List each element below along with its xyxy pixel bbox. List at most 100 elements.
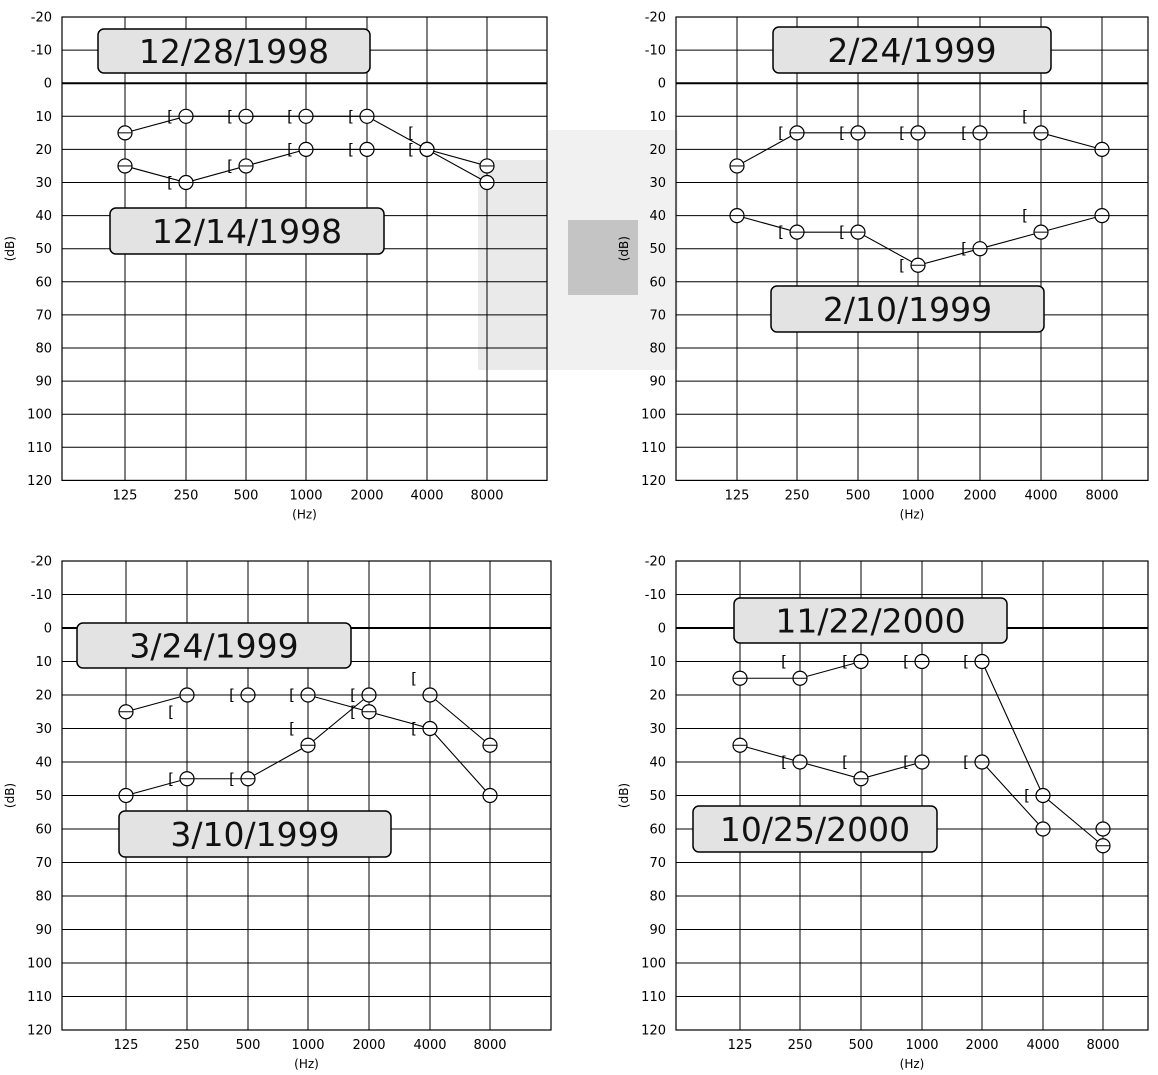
bone-conduction-mark: [: [903, 653, 909, 671]
bone-conduction-mark: [: [168, 770, 174, 788]
y-tick-label: 40: [35, 756, 52, 771]
y-tick-label: 40: [649, 209, 666, 224]
y-tick-label: 0: [44, 77, 52, 92]
y-tick-label: 30: [35, 722, 52, 737]
y-tick-label: 90: [649, 923, 666, 938]
x-tick-label: 500: [849, 1038, 874, 1053]
y-tick-label: 100: [27, 957, 52, 972]
y-tick-label: 40: [35, 209, 52, 224]
series-2: [[[[[: [118, 669, 498, 804]
bone-conduction-mark: [: [229, 686, 235, 704]
y-tick-label: 10: [649, 655, 666, 670]
date-label-text: 10/25/2000: [720, 810, 910, 849]
bone-conduction-mark: [: [348, 140, 354, 158]
bone-conduction-mark: [: [167, 107, 173, 125]
x-tick-label: 125: [725, 488, 750, 503]
date-label-frame: [97, 28, 371, 74]
date-label-frame: [109, 207, 385, 255]
series-2: [[[[[: [117, 140, 495, 192]
y-tick-label: -20: [31, 555, 52, 570]
series-1: [[[[[: [732, 653, 1111, 854]
audiogram-panel-2: -20 -10 0 10 20 30 40 50 60 70 80 90 100 110 120 125 250…: [617, 11, 1149, 521]
y-tick-label: 80: [649, 890, 666, 905]
x-tick-label: 250: [788, 1038, 813, 1053]
bone-conduction-mark: [: [903, 753, 909, 771]
y-tick-label: 30: [649, 722, 666, 737]
y-tick-label: 60: [649, 823, 666, 838]
x-tick-label: 250: [785, 488, 810, 503]
y-axis-label: (dB): [617, 236, 631, 261]
x-tick-label: 125: [728, 1038, 753, 1053]
date-label-frame: [118, 810, 392, 858]
date-label-text: 3/10/1999: [170, 815, 339, 854]
bone-conduction-mark: [: [227, 157, 233, 175]
y-tick-label: 0: [658, 77, 666, 92]
y-tick-label: 40: [649, 756, 666, 771]
x-tick-label: 250: [175, 1038, 200, 1053]
date-label-text: 11/22/2000: [775, 602, 965, 641]
bone-conduction-mark: [: [287, 107, 293, 125]
y-tick-label: 10: [35, 110, 52, 125]
date-label-box: 12/28/1998: [97, 28, 371, 74]
y-tick-label: 50: [649, 242, 666, 257]
bone-conduction-mark: [: [408, 140, 414, 158]
y-tick-label: 60: [649, 275, 666, 290]
x-axis-label: (Hz): [292, 507, 317, 521]
x-tick-label: 1000: [901, 488, 934, 503]
series-2: [[[[: [732, 737, 1111, 837]
date-label-box: 3/10/1999: [118, 810, 392, 858]
y-tick-label: 50: [35, 242, 52, 257]
date-label-frame: [770, 285, 1045, 333]
date-label-frame: [772, 26, 1052, 74]
y-tick-label: 20: [649, 689, 666, 704]
y-tick-label: 110: [27, 990, 52, 1005]
bone-conduction-mark: [: [289, 686, 295, 704]
series-1: [[[[[: [117, 107, 495, 174]
y-tick-label: 10: [649, 110, 666, 125]
x-tick-label: 2000: [350, 488, 383, 503]
bone-conduction-mark: [: [1022, 107, 1028, 125]
y-tick-label: 10: [35, 655, 52, 670]
y-tick-label: 20: [649, 143, 666, 158]
y-tick-label: 120: [641, 1024, 666, 1039]
y-tick-label: -10: [31, 44, 52, 59]
y-tick-label: 80: [35, 342, 52, 357]
bone-conduction-mark: [: [408, 124, 414, 142]
series-1: [[[[[: [118, 686, 498, 804]
bone-conduction-mark: [: [350, 703, 356, 721]
y-tick-label: 0: [658, 622, 666, 637]
series-1: [[[[[: [729, 107, 1110, 174]
y-tick-label: 90: [649, 375, 666, 390]
bone-conduction-mark: [: [778, 223, 784, 241]
date-label-frame: [692, 805, 938, 853]
y-axis-label: (dB): [3, 236, 17, 261]
x-tick-label: 1000: [291, 1038, 324, 1053]
date-label-box: 12/14/1998: [109, 207, 385, 255]
date-label-box: 10/25/2000: [692, 805, 938, 853]
bone-conduction-mark: [: [781, 653, 787, 671]
bone-conduction-mark: [: [167, 174, 173, 192]
y-tick-label: 60: [35, 275, 52, 290]
y-tick-label: 20: [35, 143, 52, 158]
y-tick-label: -10: [31, 588, 52, 603]
x-tick-label: 4000: [1026, 1038, 1059, 1053]
x-tick-label: 1000: [289, 488, 322, 503]
audiogram-panel-4: -20 -10 0 10 20 30 40 50 60 70 80 90 100 110 120 125 250…: [617, 555, 1149, 1071]
date-label-frame: [733, 597, 1008, 644]
y-axis-label: (dB): [617, 783, 631, 808]
x-tick-label: 8000: [473, 1038, 506, 1053]
x-tick-label: 2000: [963, 488, 996, 503]
x-tick-label: 125: [114, 1038, 139, 1053]
x-tick-label: 1000: [905, 1038, 938, 1053]
bone-conduction-mark: [: [350, 686, 356, 704]
x-tick-label: 4000: [410, 488, 443, 503]
y-tick-label: 70: [35, 308, 52, 323]
x-tick-label: 500: [234, 488, 259, 503]
x-tick-label: 500: [236, 1038, 261, 1053]
bone-conduction-mark: [: [1022, 207, 1028, 225]
bone-conduction-mark: [: [899, 256, 905, 274]
date-label-text: 2/24/1999: [827, 31, 996, 70]
y-tick-label: 80: [649, 342, 666, 357]
y-tick-label: 90: [35, 375, 52, 390]
y-tick-label: 80: [35, 890, 52, 905]
